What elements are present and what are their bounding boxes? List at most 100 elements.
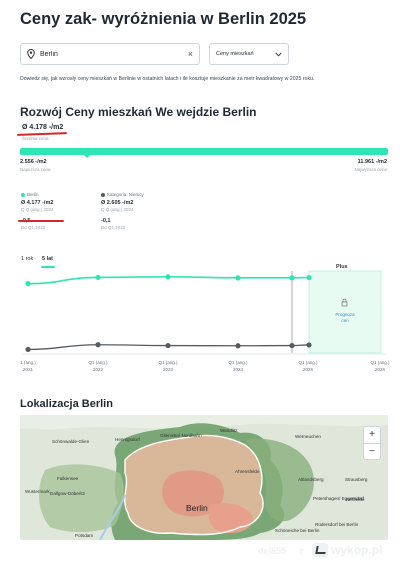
legend-category-change-label: Do Q1 2022 <box>101 225 126 230</box>
legend-category-change: -0,1 <box>101 218 111 224</box>
x-tick-label: Q1 (ang.) <box>370 360 390 365</box>
legend-category: Kategoria: Niemcy Ø 2.605 -/m2 Q Q (ang.… <box>101 192 144 230</box>
data-point[interactable] <box>165 274 171 280</box>
map-water <box>20 415 388 430</box>
property-type-value: Ceny mieszkań <box>216 51 254 57</box>
x-tick-label: 2024 <box>233 367 244 372</box>
red-underline-annotation <box>18 220 64 222</box>
map-southeast-district <box>208 503 253 533</box>
map-place-label: Dallgow-Döberitz <box>50 491 86 496</box>
wykop-logo-icon <box>312 543 328 557</box>
property-type-select[interactable]: Ceny mieszkań <box>209 43 289 65</box>
min-price-label: Najniższa cena <box>20 167 51 172</box>
map-place-label: Strausberg <box>345 477 368 482</box>
map-boundary <box>124 434 264 536</box>
page-title: Ceny zak- wyróżnienia w Berlin 2025 <box>20 10 307 28</box>
legend-berlin: Berlin Ø 4.177 -/m2 Q Q (ang.) 2024 -0,5… <box>21 192 54 230</box>
data-point[interactable] <box>235 275 241 281</box>
legend-berlin-value: Ø 4.177 -/m2 <box>21 200 54 206</box>
watermark-logo: wykop.pl <box>312 543 382 557</box>
forecast-caption: Prognoza <box>335 312 355 317</box>
data-point[interactable] <box>95 274 101 281</box>
legend-berlin-name: Berlin <box>27 192 39 197</box>
price-line-chart: Plus Prognoza cen 1 (ang.) 2021 Q1 (ang.) 2… <box>20 264 390 372</box>
max-price-label: Najwyższa cena <box>354 167 387 172</box>
map-canvas[interactable]: Berlin Schönwalde-Glien Hennigsdorf Glieni… <box>20 415 388 540</box>
data-point[interactable] <box>25 346 31 353</box>
x-tick-label: Q1 (ang.) <box>228 360 248 365</box>
category-dot-icon <box>101 192 105 197</box>
x-tick-label: 2022 <box>93 367 104 372</box>
forecast-label: Plus <box>336 264 348 270</box>
map-west-region <box>38 464 124 533</box>
x-tick-layer: 1 (ang.) 2021 Q1 (ang.) 2022 Q1 (ang.) 2023 Q1… <box>20 360 390 372</box>
page-description: Dowiedz się, jak wzrosły ceny mieszkań w… <box>20 76 315 82</box>
map-place-label: Petershagen/ Eggersdorf <box>313 496 365 501</box>
map-east-region <box>245 438 314 522</box>
map-place-label: Falkensee <box>57 476 79 481</box>
map-place-layer: Schönwalde-Glien Hennigsdorf Glienicke/ No… <box>25 428 368 538</box>
active-period-underline <box>41 266 55 268</box>
watermark-separator: z <box>299 546 304 556</box>
price-section-title: Rozwój Ceny mieszkań We wejdzie Berlin <box>20 105 257 119</box>
data-point[interactable] <box>306 274 312 281</box>
data-point[interactable] <box>306 342 312 348</box>
location-pin-icon <box>27 49 35 59</box>
map-center-district <box>162 470 225 517</box>
data-point[interactable] <box>289 342 295 349</box>
x-tick-label: 2025 <box>303 367 314 372</box>
clear-search-button[interactable]: × <box>187 49 193 59</box>
map-place-label: Rüdersdorf bei Berlin <box>315 522 359 527</box>
map-place-label: Wandlitz <box>220 428 238 433</box>
legend-berlin-change-label: Do Q1 2022 <box>21 225 46 230</box>
map-city-label: Berlin <box>186 503 208 513</box>
map-place-label: Potsdam <box>75 533 93 538</box>
location-map[interactable]: Berlin Schönwalde-Glien Hennigsdorf Glieni… <box>20 415 388 540</box>
legend-category-value: Ø 2.605 -/m2 <box>101 200 134 206</box>
map-place-label: Altlandsberg <box>298 477 324 482</box>
map-place-label: Ahrensfelde <box>235 469 260 474</box>
data-point[interactable] <box>165 342 171 349</box>
map-place-label: Glienicke/ Nordbahn <box>160 433 202 438</box>
watermark-brand: wykop.pl <box>331 543 383 557</box>
map-place-label: Schönwalde-Glien <box>52 439 90 444</box>
legend-category-since: Q Q (ang.) 2024 <box>101 207 134 212</box>
x-tick-label: 2023 <box>163 367 174 372</box>
watermark-username: del855 <box>258 546 287 556</box>
data-point[interactable] <box>25 281 31 287</box>
price-range-bar <box>20 148 388 155</box>
search-input[interactable] <box>40 50 170 58</box>
data-point[interactable] <box>235 343 241 349</box>
forecast-caption: cen <box>341 318 349 323</box>
lock-icon <box>341 298 348 307</box>
data-point[interactable] <box>95 342 101 348</box>
legend-berlin-since: Q Q (ang.) 2024 <box>21 207 54 212</box>
price-range-marker <box>83 154 91 158</box>
x-tick-label: 1 (ang.) <box>20 360 36 365</box>
zoom-in-button[interactable]: + <box>369 429 375 441</box>
map-title: Lokalizacja Berlin <box>20 398 113 410</box>
x-tick-label: Q1 (ang.) <box>158 360 178 365</box>
map-place-label: Werneuchen <box>295 434 321 439</box>
map-zoom-control: + − <box>363 426 381 460</box>
x-tick-label: Q1 (ang.) <box>88 360 108 365</box>
zoom-out-button[interactable]: − <box>364 442 380 460</box>
x-tick-label: 2021 <box>23 367 34 372</box>
map-place-label: Rehfelde <box>346 497 365 502</box>
map-river <box>99 494 126 540</box>
berlin-dot-icon <box>21 192 25 197</box>
map-place-label: Schöneiche bei Berlin <box>275 528 320 533</box>
period-5-years[interactable]: 5 lat <box>42 256 54 262</box>
legend-category-name: Kategoria: Niemcy <box>107 192 144 197</box>
x-tick-label: Q1 (ang.) <box>298 360 318 365</box>
average-price-label: Średnia cena <box>22 136 49 141</box>
min-price-value: 2.556 -/m2 <box>20 159 47 165</box>
period-1-year[interactable]: 1 rok <box>21 256 34 262</box>
data-point[interactable] <box>289 275 295 281</box>
max-price-value: 11.961 -/m2 <box>357 159 387 165</box>
x-tick-label: 2026 <box>375 367 386 372</box>
series-layer <box>25 274 312 353</box>
average-price: Ø 4.178 -/m2 <box>22 124 64 131</box>
location-search[interactable]: × <box>20 43 200 65</box>
map-place-label: Hennigsdorf <box>115 437 140 442</box>
